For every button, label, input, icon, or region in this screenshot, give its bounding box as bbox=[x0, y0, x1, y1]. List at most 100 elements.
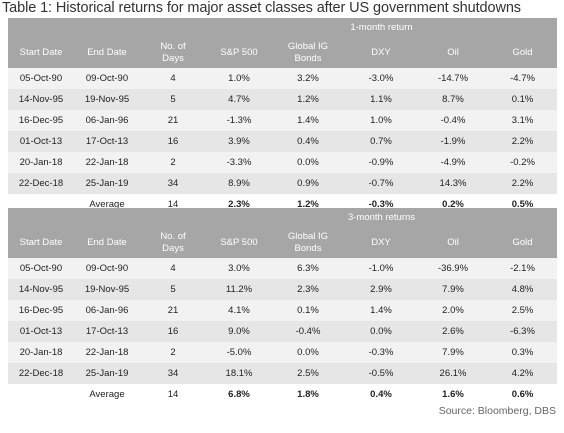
cell-gold: -2.1% bbox=[488, 258, 558, 279]
col-header-ig-line1: Global IG bbox=[287, 230, 329, 242]
cell-start-date: 20-Jan-18 bbox=[8, 152, 74, 173]
table-row: 14-Nov-95 19-Nov-95 5 11.2% 2.3% 2.9% 7.9% 4.8% bbox=[8, 279, 558, 300]
col-header-ig-line1: Global IG bbox=[287, 40, 329, 52]
table-row: 22-Dec-18 25-Jan-19 34 8.9% 0.9% -0.7% 14.3% 2.… bbox=[8, 173, 558, 194]
average-sp500: 6.8% bbox=[206, 384, 272, 405]
cell-oil: 2.0% bbox=[418, 300, 488, 321]
col-header-ig-line2: Bonds bbox=[294, 242, 322, 254]
cell-end-date: 09-Oct-90 bbox=[74, 68, 140, 89]
cell-days: 16 bbox=[140, 131, 206, 152]
col-header-sp500: S&P 500 bbox=[206, 37, 272, 68]
cell-start-date: 22-Dec-18 bbox=[8, 363, 74, 384]
cell-days: 2 bbox=[140, 152, 206, 173]
cell-gold: 2.5% bbox=[488, 300, 558, 321]
col-header-days: No. of Days bbox=[140, 37, 206, 68]
cell-end-date: 19-Nov-95 bbox=[74, 89, 140, 110]
cell-days: 34 bbox=[140, 173, 206, 194]
col-header-start-date: Start Date bbox=[8, 227, 74, 258]
three-month-table: 3-month returns Start Date End Date No. … bbox=[8, 208, 558, 405]
cell-global-ig-bonds: 6.3% bbox=[272, 258, 344, 279]
col-header-dxy: DXY bbox=[344, 37, 418, 68]
cell-global-ig-bonds: 0.0% bbox=[272, 342, 344, 363]
cell-gold: -6.3% bbox=[488, 321, 558, 342]
table-row: 16-Dec-95 06-Jan-96 21 4.1% 0.1% 1.4% 2.0% 2.5% bbox=[8, 300, 558, 321]
average-gold: 0.6% bbox=[488, 384, 558, 405]
cell-oil: -1.9% bbox=[418, 131, 488, 152]
cell-end-date: 22-Jan-18 bbox=[74, 342, 140, 363]
cell-end-date: 06-Jan-96 bbox=[74, 300, 140, 321]
cell-sp500: 11.2% bbox=[206, 279, 272, 300]
cell-start-date: 01-Oct-13 bbox=[8, 321, 74, 342]
col-header-gold: Gold bbox=[488, 37, 558, 68]
table-row: 01-Oct-13 17-Oct-13 16 3.9% 0.4% 0.7% -1.9% 2.2… bbox=[8, 131, 558, 152]
cell-end-date: 25-Jan-19 bbox=[74, 173, 140, 194]
cell-start-date: 01-Oct-13 bbox=[8, 131, 74, 152]
cell-days: 2 bbox=[140, 342, 206, 363]
one-month-table: 1-month return Start Date End Date No. o… bbox=[8, 18, 558, 215]
cell-gold: -4.7% bbox=[488, 68, 558, 89]
col-header-global-ig-bonds: Global IG Bonds bbox=[272, 37, 344, 68]
source-note: Source: Bloomberg, DBS bbox=[438, 405, 556, 417]
cell-dxy: 1.4% bbox=[344, 300, 418, 321]
cell-days: 4 bbox=[140, 258, 206, 279]
cell-global-ig-bonds: 2.3% bbox=[272, 279, 344, 300]
cell-oil: -0.4% bbox=[418, 110, 488, 131]
cell-dxy: 0.7% bbox=[344, 131, 418, 152]
cell-global-ig-bonds: 2.5% bbox=[272, 363, 344, 384]
section-label-three-month: 3-month returns bbox=[206, 208, 558, 227]
header-spacer bbox=[8, 208, 206, 227]
col-header-oil: Oil bbox=[418, 37, 488, 68]
col-header-days: No. of Days bbox=[140, 227, 206, 258]
average-days: 14 bbox=[140, 384, 206, 405]
cell-oil: -14.7% bbox=[418, 68, 488, 89]
cell-global-ig-bonds: 3.2% bbox=[272, 68, 344, 89]
cell-start-date: 05-Oct-90 bbox=[8, 68, 74, 89]
cell-sp500: -3.3% bbox=[206, 152, 272, 173]
header-spacer bbox=[8, 18, 206, 37]
cell-dxy: 0.0% bbox=[344, 321, 418, 342]
cell-dxy: -3.0% bbox=[344, 68, 418, 89]
col-header-days-line1: No. of bbox=[160, 230, 186, 242]
three-month-rows: 05-Oct-90 09-Oct-90 4 3.0% 6.3% -1.0% -36.9% -2… bbox=[8, 258, 558, 405]
col-header-sp500: S&P 500 bbox=[206, 227, 272, 258]
cell-end-date: 22-Jan-18 bbox=[74, 152, 140, 173]
table-row: 05-Oct-90 09-Oct-90 4 3.0% 6.3% -1.0% -36.9% -2… bbox=[8, 258, 558, 279]
average-label: Average bbox=[74, 384, 140, 405]
col-header-ig-line2: Bonds bbox=[294, 52, 322, 64]
cell-dxy: -0.9% bbox=[344, 152, 418, 173]
cell-end-date: 19-Nov-95 bbox=[74, 279, 140, 300]
one-month-rows: 05-Oct-90 09-Oct-90 4 1.0% 3.2% -3.0% -14.7% -4… bbox=[8, 68, 558, 215]
section-label-one-month: 1-month return bbox=[206, 18, 558, 37]
cell-end-date: 09-Oct-90 bbox=[74, 258, 140, 279]
col-header-start-date: Start Date bbox=[8, 37, 74, 68]
col-header-global-ig-bonds: Global IG Bonds bbox=[272, 227, 344, 258]
cell-global-ig-bonds: 1.4% bbox=[272, 110, 344, 131]
table-title: Table 1: Historical returns for major as… bbox=[2, 0, 521, 16]
col-header-oil: Oil bbox=[418, 227, 488, 258]
cell-oil: 7.9% bbox=[418, 342, 488, 363]
cell-gold: 0.3% bbox=[488, 342, 558, 363]
cell-gold: 2.2% bbox=[488, 131, 558, 152]
cell-start-date: 14-Nov-95 bbox=[8, 89, 74, 110]
cell-days: 16 bbox=[140, 321, 206, 342]
cell-oil: -36.9% bbox=[418, 258, 488, 279]
table-row: 01-Oct-13 17-Oct-13 16 9.0% -0.4% 0.0% 2.6% -6.… bbox=[8, 321, 558, 342]
cell-oil: 26.1% bbox=[418, 363, 488, 384]
col-header-gold: Gold bbox=[488, 227, 558, 258]
cell-end-date: 17-Oct-13 bbox=[74, 321, 140, 342]
cell-sp500: 1.0% bbox=[206, 68, 272, 89]
table-row: 22-Dec-18 25-Jan-19 34 18.1% 2.5% -0.5% 26.1% 4… bbox=[8, 363, 558, 384]
cell-dxy: -0.5% bbox=[344, 363, 418, 384]
cell-sp500: -5.0% bbox=[206, 342, 272, 363]
cell-dxy: 1.0% bbox=[344, 110, 418, 131]
cell-sp500: 9.0% bbox=[206, 321, 272, 342]
cell-end-date: 25-Jan-19 bbox=[74, 363, 140, 384]
table-row: 14-Nov-95 19-Nov-95 5 4.7% 1.2% 1.1% 8.7% 0.1% bbox=[8, 89, 558, 110]
cell-gold: 2.2% bbox=[488, 173, 558, 194]
cell-global-ig-bonds: 1.2% bbox=[272, 89, 344, 110]
col-header-days-line2: Days bbox=[162, 52, 184, 64]
average-global-ig-bonds: 1.8% bbox=[272, 384, 344, 405]
cell-start-date: 14-Nov-95 bbox=[8, 279, 74, 300]
cell-end-date: 06-Jan-96 bbox=[74, 110, 140, 131]
cell-sp500: 4.1% bbox=[206, 300, 272, 321]
